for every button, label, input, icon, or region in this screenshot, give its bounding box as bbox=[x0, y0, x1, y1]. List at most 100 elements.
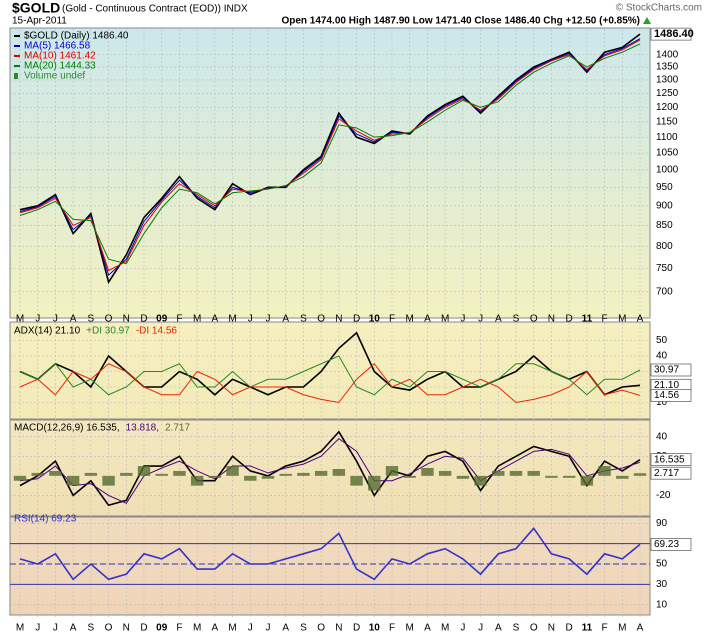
x-tick-label: J bbox=[248, 314, 253, 325]
x-tick-label: J bbox=[266, 623, 271, 634]
x-tick-label: F bbox=[176, 623, 182, 634]
y-tick-label: 50 bbox=[656, 559, 668, 570]
x-tick-label: O bbox=[317, 623, 325, 634]
x-tick-label: A bbox=[212, 623, 219, 634]
legend-swatch bbox=[14, 35, 20, 37]
x-tick-label: S bbox=[300, 314, 307, 325]
last-value-label: 2.717 bbox=[654, 468, 679, 479]
histogram-bar bbox=[456, 475, 470, 479]
y-tick-label: 1050 bbox=[656, 148, 679, 159]
y-tick-label: 40 bbox=[656, 431, 668, 442]
histogram-bar bbox=[84, 472, 98, 476]
x-tick-label: A bbox=[495, 314, 502, 325]
x-tick-label: M bbox=[16, 623, 24, 634]
legend-swatch bbox=[14, 73, 18, 79]
histogram-bar bbox=[368, 475, 381, 491]
histogram-bar bbox=[261, 475, 275, 479]
x-tick-label: F bbox=[602, 314, 608, 325]
legend-entry: 2.717 bbox=[165, 423, 190, 434]
y-tick-label: 1400 bbox=[656, 49, 679, 60]
x-tick-label: 10 bbox=[369, 314, 381, 325]
histogram-bar bbox=[279, 473, 292, 476]
last-value-label: 30.97 bbox=[654, 365, 679, 376]
x-tick-label: A bbox=[70, 314, 77, 325]
adx-panel bbox=[9, 321, 651, 420]
histogram-bar bbox=[438, 470, 452, 476]
histogram-bar bbox=[492, 470, 505, 476]
legend-entry: ADX(14) 21.10 bbox=[14, 326, 81, 337]
series-line bbox=[19, 355, 641, 396]
x-tick-label: F bbox=[389, 314, 395, 325]
x-tick-label: O bbox=[105, 314, 113, 325]
y-tick-label: 950 bbox=[656, 182, 673, 193]
histogram-bar bbox=[545, 475, 558, 478]
x-tick-label: M bbox=[441, 623, 449, 634]
x-tick-label: D bbox=[140, 314, 147, 325]
x-tick-label: F bbox=[389, 623, 395, 634]
legend-swatch bbox=[14, 45, 20, 47]
y-tick-label: 700 bbox=[656, 287, 673, 298]
x-tick-label: J bbox=[478, 314, 483, 325]
histogram-bar bbox=[332, 468, 346, 476]
legend-swatch bbox=[14, 55, 20, 57]
last-value-box bbox=[650, 466, 692, 480]
y-tick-label: 1150 bbox=[656, 117, 678, 128]
legend-entry: MACD(12,26,9) 16.535, bbox=[14, 423, 120, 434]
x-tick-label: 11 bbox=[582, 623, 593, 634]
up-arrow bbox=[643, 17, 651, 24]
y-tick-label: 90 bbox=[656, 518, 668, 529]
legend-entry: MA(20) 1444.33 bbox=[24, 61, 96, 72]
x-tick-label: S bbox=[88, 623, 95, 634]
legend-entry: RSI(14) 69.23 bbox=[14, 514, 77, 525]
x-tick-label: O bbox=[317, 314, 325, 325]
x-tick-label: N bbox=[335, 623, 342, 634]
x-tick-label: D bbox=[353, 314, 360, 325]
histogram-bar bbox=[137, 466, 151, 476]
x-tick-label: S bbox=[513, 623, 520, 634]
x-tick-label: A bbox=[282, 314, 289, 325]
x-tick-label: M bbox=[441, 314, 449, 325]
y-tick-label: -20 bbox=[656, 490, 671, 501]
x-tick-label: A bbox=[637, 314, 644, 325]
x-tick-label: A bbox=[424, 314, 431, 325]
series-line bbox=[19, 33, 641, 285]
legend-entry: $GOLD (Daily) 1486.40 bbox=[24, 31, 129, 42]
x-tick-label: A bbox=[282, 623, 289, 634]
last-value-box bbox=[650, 453, 692, 467]
last-value-box bbox=[650, 538, 692, 551]
histogram-bar bbox=[297, 472, 310, 476]
y-tick-label: 1300 bbox=[656, 75, 679, 86]
x-tick-label: O bbox=[530, 314, 538, 325]
last-value-label: 16.535 bbox=[654, 454, 685, 465]
quote: Open 1474.00 High 1487.90 Low 1471.40 Cl… bbox=[281, 16, 640, 27]
x-tick-label: J bbox=[460, 623, 465, 634]
x-tick-label: M bbox=[193, 314, 201, 325]
last-value-box bbox=[650, 27, 692, 41]
histogram-bar bbox=[562, 475, 576, 478]
x-tick-label: D bbox=[353, 623, 360, 634]
x-tick-label: A bbox=[212, 314, 219, 325]
x-tick-label: 11 bbox=[582, 314, 593, 325]
x-tick-label: J bbox=[266, 314, 271, 325]
x-tick-label: 10 bbox=[369, 623, 381, 634]
last-value-label: 69.23 bbox=[654, 539, 679, 550]
last-value-label: 21.10 bbox=[654, 380, 679, 391]
y-tick-label: 800 bbox=[656, 241, 673, 252]
last-value-box bbox=[650, 363, 692, 377]
x-tick-label: D bbox=[566, 314, 573, 325]
x-tick-label: D bbox=[566, 623, 573, 634]
histogram-bar bbox=[421, 468, 434, 476]
y-tick-label: 1350 bbox=[656, 62, 679, 73]
histogram-bar bbox=[385, 466, 399, 476]
histogram-bar bbox=[49, 470, 62, 476]
legend-swatch bbox=[14, 65, 20, 67]
x-tick-label: N bbox=[548, 314, 555, 325]
x-tick-label: A bbox=[637, 623, 644, 634]
x-tick-label: N bbox=[548, 623, 555, 634]
y-tick-label: 1000 bbox=[656, 164, 679, 175]
x-tick-label: D bbox=[140, 623, 147, 634]
series-line bbox=[19, 430, 641, 507]
histogram-bar bbox=[616, 475, 629, 479]
series-line bbox=[19, 43, 641, 265]
